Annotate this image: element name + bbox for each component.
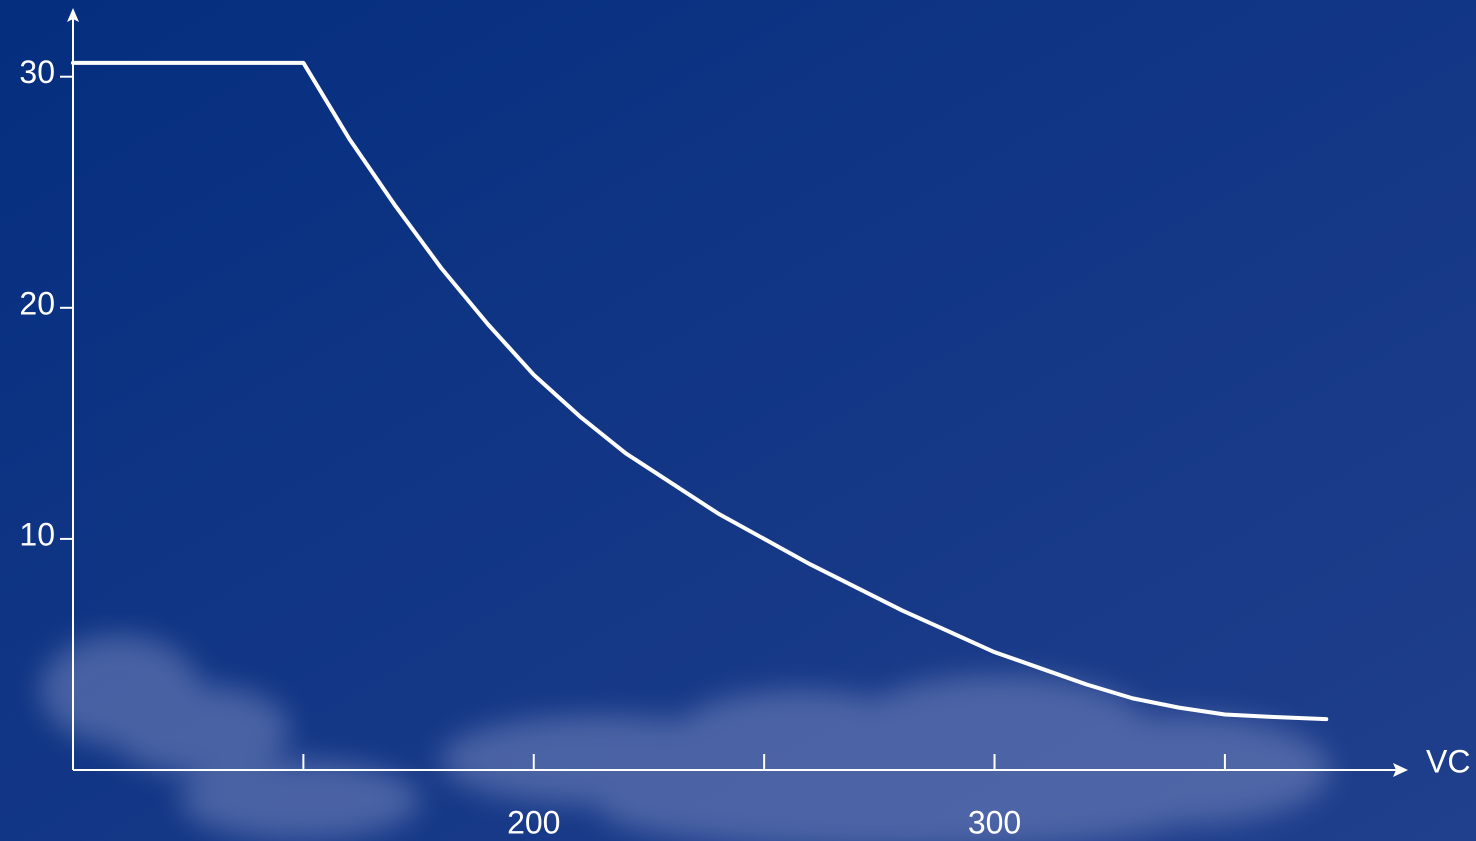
y-axis-arrow bbox=[67, 8, 79, 22]
x-axis-label: VC bbox=[1426, 743, 1470, 779]
y-tick-label: 10 bbox=[19, 516, 55, 552]
x-tick-label: 200 bbox=[507, 804, 560, 840]
y-tick-label: 20 bbox=[19, 285, 55, 321]
line bbox=[71, 60, 1329, 722]
x-axis-arrow bbox=[1393, 763, 1408, 777]
clouds bbox=[40, 635, 1330, 841]
x-tick-label: 300 bbox=[968, 804, 1021, 840]
y-tick-label: 30 bbox=[19, 54, 55, 90]
